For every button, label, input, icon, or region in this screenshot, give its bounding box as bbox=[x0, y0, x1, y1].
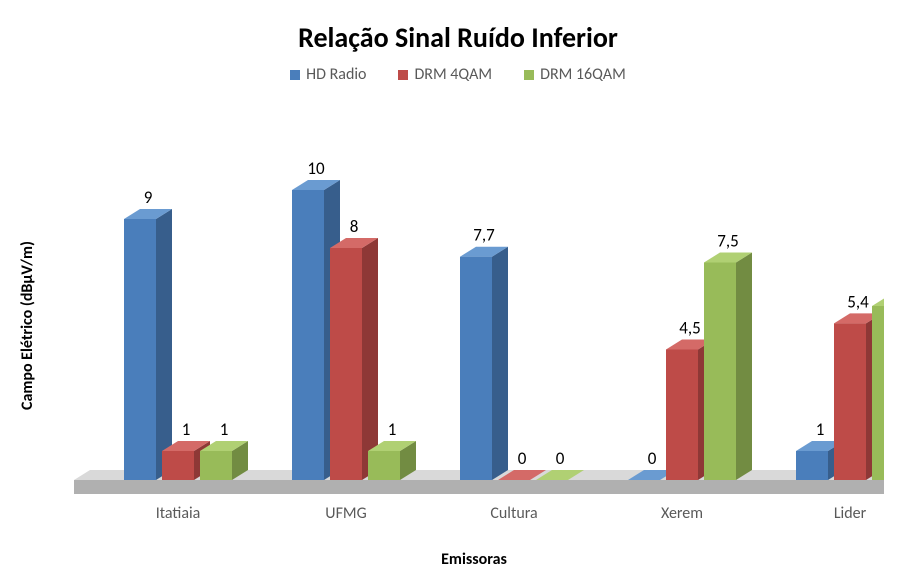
bar-side bbox=[492, 247, 508, 480]
value-label: 0 bbox=[648, 448, 657, 469]
value-label: 9 bbox=[144, 187, 153, 208]
value-label: 7,5 bbox=[717, 231, 738, 252]
value-label: 0 bbox=[518, 448, 527, 469]
value-label: 1 bbox=[388, 419, 397, 440]
bar-front bbox=[666, 350, 698, 481]
x-axis-label: Emissoras bbox=[64, 550, 884, 569]
bar-front bbox=[200, 451, 232, 480]
bar-front bbox=[704, 263, 736, 481]
legend-swatch bbox=[290, 70, 300, 80]
value-label: 1 bbox=[182, 419, 191, 440]
bar-front bbox=[162, 451, 194, 480]
plot-area: 911Itatiaia1081UFMG7,700Cultura04,57,5Xe… bbox=[64, 140, 884, 510]
bar-side bbox=[362, 238, 378, 480]
bar-side bbox=[156, 209, 172, 480]
legend-swatch bbox=[398, 70, 408, 80]
bar-front bbox=[834, 323, 866, 480]
category-label: Xerem bbox=[661, 504, 703, 523]
floor-front bbox=[74, 480, 884, 494]
legend-label: HD Radio bbox=[306, 65, 366, 84]
category-label: Lider bbox=[834, 504, 867, 523]
chart-title: Relação Sinal Ruído Inferior bbox=[0, 20, 916, 55]
legend-label: DRM 4QAM bbox=[414, 65, 492, 84]
value-label: 4,5 bbox=[679, 318, 700, 339]
value-label: 0 bbox=[556, 448, 565, 469]
value-label: 7,7 bbox=[473, 225, 495, 246]
value-label: 8 bbox=[350, 216, 359, 237]
bar-front bbox=[124, 219, 156, 480]
category-label: UFMG bbox=[325, 504, 366, 523]
legend-item: HD Radio bbox=[290, 65, 366, 84]
legend-swatch bbox=[524, 70, 534, 80]
value-label: 5,4 bbox=[847, 291, 869, 312]
legend-item: DRM 4QAM bbox=[398, 65, 492, 84]
bar-front bbox=[872, 306, 884, 480]
bar-front bbox=[460, 257, 492, 480]
value-label: 1 bbox=[220, 419, 229, 440]
bar-front bbox=[368, 451, 400, 480]
bar-front bbox=[330, 248, 362, 480]
bar-front bbox=[292, 190, 324, 480]
value-label: 1 bbox=[816, 419, 825, 440]
y-axis-label-wrap: Campo Elétrico (dBµV/m) bbox=[12, 140, 42, 510]
chart-svg: 9 1 1 Itatiaia 10 8 1 UFMG 7,7 0 0 Cultura 0 4,5 7,5 Xe… bbox=[64, 140, 884, 540]
bar-side bbox=[736, 253, 752, 481]
category-label: Cultura bbox=[490, 504, 537, 523]
legend: HD Radio DRM 4QAM DRM 16QAM bbox=[0, 65, 916, 84]
category-label: Itatiaia bbox=[156, 504, 201, 523]
bar-top bbox=[872, 296, 884, 306]
legend-item: DRM 16QAM bbox=[524, 65, 626, 84]
legend-label: DRM 16QAM bbox=[540, 65, 626, 84]
value-label: 10 bbox=[307, 158, 325, 179]
bar-front bbox=[796, 451, 828, 480]
y-axis-label: Campo Elétrico (dBµV/m) bbox=[18, 240, 37, 409]
